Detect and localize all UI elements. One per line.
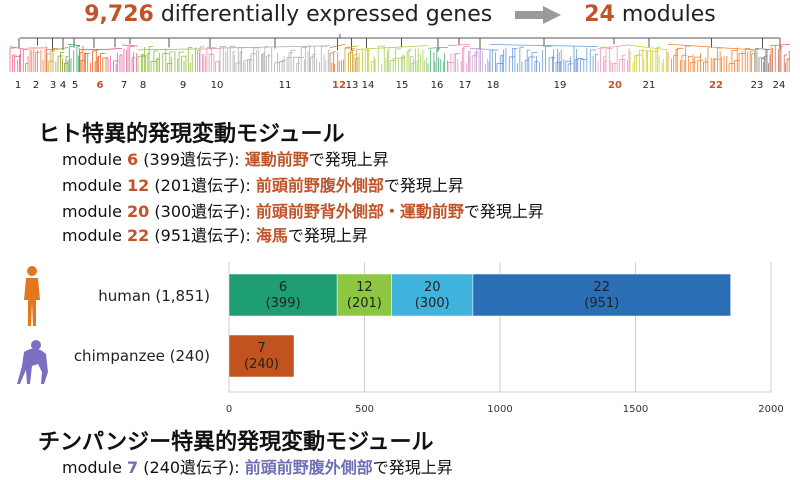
- dendrogram: 1 2 3 4 5 6 7 8 9 10 11 12 13 14 15 16 17 18 19 20 21 22 23 24: [9, 34, 791, 91]
- module-label-10: 10: [211, 80, 224, 91]
- chimp-section-title: チンパンジー特異的発現変動モジュール: [38, 430, 434, 455]
- bar-label-count: (201): [347, 296, 382, 311]
- module-label-7: 7: [121, 80, 127, 91]
- module-label-24: 24: [773, 80, 786, 91]
- line-prefix: module: [62, 150, 128, 169]
- line-suffix: で発現上昇: [383, 176, 464, 195]
- x-tick-label: 500: [355, 404, 374, 415]
- module-label-2: 2: [33, 80, 39, 91]
- line-prefix: module: [62, 458, 128, 477]
- module-label-12: 12: [332, 80, 346, 91]
- bar-label-count: (300): [415, 296, 450, 311]
- human-module-line-22: module 22 (951遺伝子): 海馬で発現上昇: [62, 222, 368, 246]
- line-suffix: で発現上昇: [287, 226, 368, 245]
- bar-label-module: 22: [593, 280, 610, 295]
- gene-count: 9,726: [84, 2, 154, 27]
- bar-label-count: (240): [244, 357, 279, 372]
- chimpanzee-icon: [17, 340, 48, 384]
- module-label-6: 6: [97, 80, 104, 91]
- human-module-line-6: module 6 (399遺伝子): 運動前野で発現上昇: [62, 146, 389, 170]
- row-label-human: human (1,851): [98, 287, 210, 305]
- module-count: 24: [584, 2, 615, 27]
- line-suffix: で発現上昇: [308, 150, 389, 169]
- human-section-title: ヒト特異的発現変動モジュール: [38, 122, 345, 147]
- headline: 9,726 differentially expressed genes 24 …: [0, 2, 800, 27]
- human-icon: [24, 266, 40, 326]
- human-module-line-12: module 12 (201遺伝子): 前頭前野腹外側部で発現上昇: [62, 172, 464, 196]
- module-label-23: 23: [751, 80, 764, 91]
- module-label-15: 15: [396, 80, 409, 91]
- module-number: 22: [127, 226, 150, 245]
- bar-label-module: 7: [257, 341, 265, 356]
- module-number: 7: [127, 458, 139, 477]
- x-tick-label: 1000: [487, 404, 512, 415]
- module-number: 20: [127, 202, 150, 221]
- line-suffix: で発現上昇: [463, 202, 544, 221]
- headline-text-2: modules: [614, 2, 716, 27]
- bar-label-count: (951): [584, 296, 619, 311]
- module-label-18: 18: [487, 80, 500, 91]
- x-tick-label: 2000: [758, 404, 783, 415]
- region-name: 前頭前野腹外側部: [244, 458, 373, 477]
- module-label-1: 1: [15, 80, 21, 91]
- module-label-11: 11: [279, 80, 292, 91]
- module-label-22: 22: [709, 80, 723, 91]
- module-label-4: 4: [60, 80, 66, 91]
- gene-count-text: (240遺伝子):: [138, 458, 245, 477]
- module-label-9: 9: [180, 80, 186, 91]
- module-number: 6: [127, 150, 139, 169]
- bar-segment-module-20: [391, 273, 474, 317]
- module-label-17: 17: [459, 80, 472, 91]
- gene-count-text: (201遺伝子):: [149, 176, 256, 195]
- x-tick-label: 1500: [623, 404, 648, 415]
- module-label-16: 16: [431, 80, 444, 91]
- bar-segment-module-12: [336, 273, 392, 317]
- gene-count-text: (951遺伝子):: [149, 226, 256, 245]
- bar-label-count: (399): [266, 296, 301, 311]
- module-label-14: 14: [362, 80, 375, 91]
- line-suffix: で発現上昇: [372, 458, 453, 477]
- line-prefix: module: [62, 176, 128, 195]
- row-label-chimpanzee: chimpanzee (240): [73, 347, 210, 365]
- right-arrow-icon: [515, 6, 562, 24]
- bar-label-module: 20: [424, 280, 441, 295]
- x-tick-label: 0: [226, 404, 232, 415]
- gene-count-text: (399遺伝子):: [138, 150, 245, 169]
- module-label-5: 5: [72, 80, 78, 91]
- line-prefix: module: [62, 202, 128, 221]
- region-name: 前頭前野背外側部・運動前野: [255, 202, 464, 221]
- bar-segment-module-7: [228, 334, 295, 378]
- gene-count-text: (300遺伝子):: [149, 202, 256, 221]
- module-label-8: 8: [140, 80, 146, 91]
- line-prefix: module: [62, 226, 128, 245]
- region-name: 海馬: [255, 226, 288, 245]
- headline-text-1: differentially expressed genes: [153, 2, 493, 27]
- bar-label-module: 6: [279, 280, 287, 295]
- bar-segment-module-22: [472, 273, 731, 317]
- region-name: 運動前野: [244, 150, 309, 169]
- region-name: 前頭前野腹外側部: [255, 176, 384, 195]
- module-label-20: 20: [608, 80, 622, 91]
- human-module-line-20: module 20 (300遺伝子): 前頭前野背外側部・運動前野で発現上昇: [62, 198, 544, 222]
- module-label-19: 19: [554, 80, 567, 91]
- chimp-module-line: module 7 (240遺伝子): 前頭前野腹外側部で発現上昇: [62, 454, 453, 478]
- bar-label-module: 12: [356, 280, 373, 295]
- module-label-13: 13: [346, 80, 359, 91]
- module-label-21: 21: [643, 80, 656, 91]
- module-number: 12: [127, 176, 150, 195]
- module-label-3: 3: [50, 80, 56, 91]
